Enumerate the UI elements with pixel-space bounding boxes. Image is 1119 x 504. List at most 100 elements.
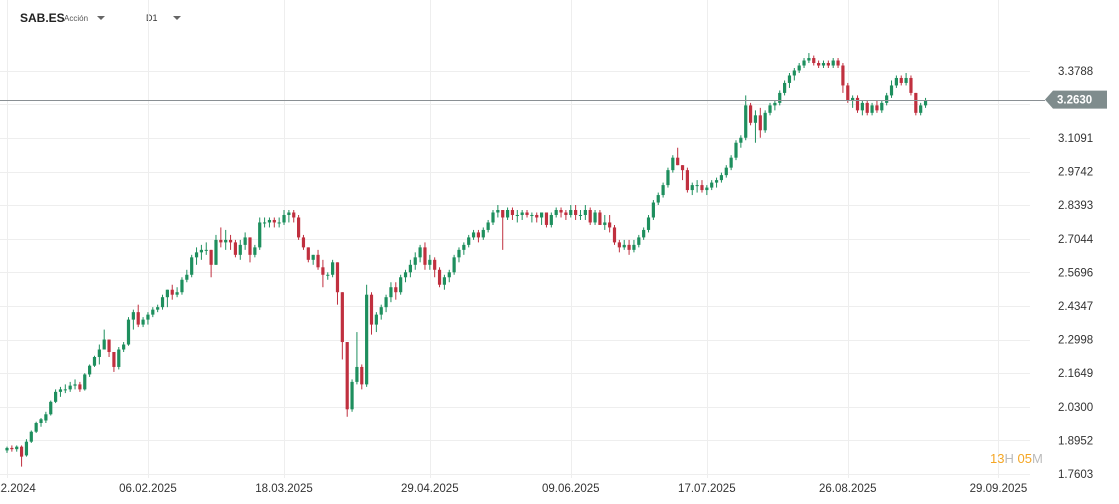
candle	[408, 259, 412, 278]
candle	[865, 100, 869, 116]
candle-body	[131, 312, 135, 320]
candle-body	[29, 431, 33, 442]
candle	[369, 292, 374, 335]
candle-body	[734, 142, 738, 158]
candle	[194, 247, 199, 265]
candle	[603, 214, 607, 230]
candle-body	[92, 356, 97, 366]
candle	[102, 329, 106, 350]
candle-body	[126, 319, 131, 345]
candle	[923, 97, 928, 108]
candle-body	[437, 269, 442, 285]
candle	[637, 234, 641, 248]
candle	[170, 284, 174, 300]
y-tick-label: 3.3788	[1058, 66, 1093, 78]
candle-body	[496, 210, 500, 213]
candle-body	[661, 185, 665, 196]
candle	[219, 227, 223, 248]
candle-body	[807, 58, 811, 61]
candle-body	[141, 319, 145, 325]
candle-body	[739, 137, 743, 143]
candle-body	[63, 389, 67, 391]
y-axis: 3.37883.24393.10912.97422.83932.70442.56…	[1058, 66, 1094, 481]
candle-body	[578, 214, 583, 216]
candle	[690, 182, 694, 196]
candle	[452, 254, 456, 275]
candle	[646, 214, 651, 233]
candle-body	[651, 202, 655, 218]
candle	[748, 102, 753, 126]
candle	[525, 210, 529, 218]
candle-body	[574, 210, 578, 215]
candle	[753, 110, 758, 143]
candle	[496, 205, 500, 218]
candle-body	[228, 239, 233, 243]
candle	[666, 167, 670, 188]
candle-body	[637, 237, 641, 245]
candle	[447, 269, 451, 283]
candle-body	[768, 105, 772, 113]
candle-body	[39, 419, 43, 424]
y-tick-label: 1.8952	[1058, 435, 1093, 447]
candle-body	[894, 77, 898, 86]
timeframe-dropdown-chevron-icon[interactable]	[173, 16, 181, 20]
candle-body	[851, 97, 855, 101]
candle-body	[724, 167, 728, 176]
candle-body	[379, 307, 383, 315]
candle-body	[680, 165, 685, 171]
candle	[467, 234, 471, 248]
candle	[146, 312, 150, 325]
candle	[598, 210, 602, 225]
candle	[773, 100, 777, 111]
candle-body	[433, 259, 437, 270]
candle-body	[622, 244, 626, 248]
candle	[126, 317, 131, 346]
countdown-minutes: 05	[1017, 451, 1032, 466]
candle-body	[10, 447, 14, 450]
candle	[15, 445, 19, 452]
candle-body	[262, 222, 267, 224]
candle	[642, 227, 646, 240]
candle	[360, 364, 364, 390]
candle-countdown: 13H 05M	[990, 451, 1043, 466]
candle	[301, 234, 306, 250]
candle-body	[403, 272, 408, 278]
candle	[836, 58, 840, 69]
candle	[117, 347, 121, 370]
candle	[885, 92, 889, 106]
candle-body	[593, 212, 597, 223]
candle	[340, 292, 344, 360]
timeframe-selector[interactable]: D1	[146, 13, 158, 23]
candle	[593, 210, 597, 225]
candle	[700, 180, 704, 193]
candle-body	[836, 60, 840, 66]
x-tick-label: 17.07.2025	[678, 483, 736, 495]
candle-body	[34, 423, 38, 432]
symbol-label[interactable]: SAB.ES	[20, 11, 65, 25]
candle-body	[481, 229, 485, 238]
candle	[797, 63, 801, 73]
candle-body	[695, 185, 699, 187]
symbol-dropdown-chevron-icon[interactable]	[97, 16, 105, 20]
candle	[870, 102, 874, 116]
candle-body	[783, 82, 787, 93]
candle	[734, 140, 738, 161]
candle	[792, 68, 796, 81]
candle	[238, 239, 242, 260]
candle-body	[340, 292, 344, 343]
candle	[651, 200, 655, 220]
candle-body	[671, 157, 675, 171]
candle-body	[525, 212, 529, 215]
candle	[365, 284, 369, 387]
candle	[880, 100, 884, 113]
candle	[758, 107, 762, 138]
countdown-hours: 13	[990, 451, 1005, 466]
candle-body	[97, 349, 101, 357]
candle	[282, 210, 286, 225]
candle-body	[802, 60, 806, 66]
candle	[394, 282, 398, 300]
candle-body	[763, 112, 767, 131]
candle	[287, 210, 291, 223]
candle-body	[583, 210, 587, 215]
